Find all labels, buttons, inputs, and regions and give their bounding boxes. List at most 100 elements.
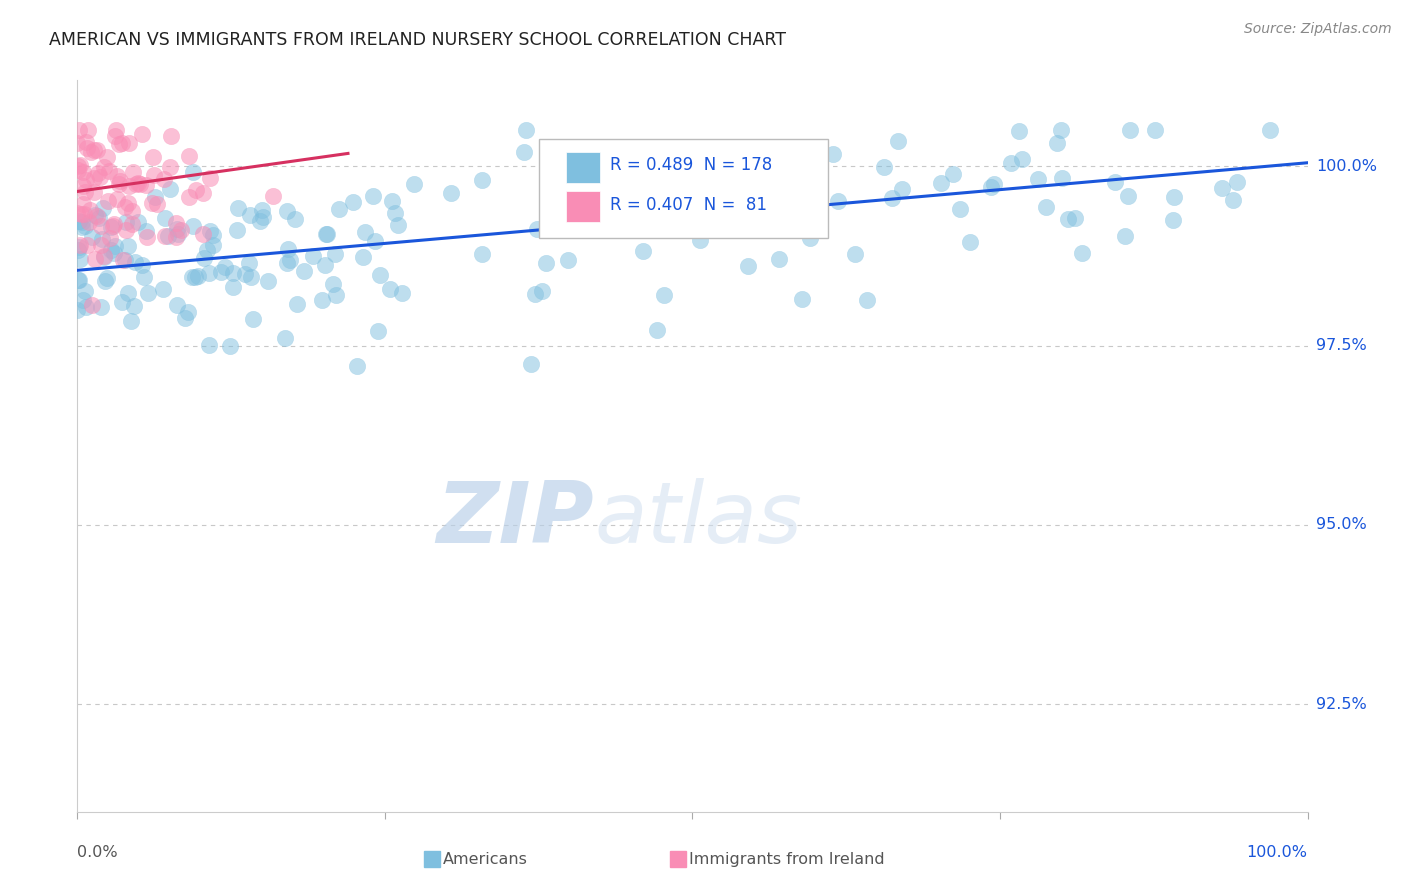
Text: R = 0.489  N = 178: R = 0.489 N = 178 xyxy=(610,156,772,175)
Point xyxy=(184,183,207,197)
Point xyxy=(873,161,896,175)
Point xyxy=(513,145,536,159)
Point xyxy=(165,230,187,244)
Point xyxy=(112,253,135,268)
Point xyxy=(111,294,134,309)
Point xyxy=(748,199,770,213)
Point xyxy=(530,284,553,298)
Point xyxy=(117,286,139,301)
Point xyxy=(616,199,638,213)
Point xyxy=(66,273,89,287)
Point xyxy=(959,235,981,249)
Point xyxy=(354,226,377,240)
Point xyxy=(193,252,215,266)
Point xyxy=(93,250,115,264)
Point xyxy=(364,235,387,249)
Point xyxy=(100,243,122,257)
Point xyxy=(83,170,105,185)
Point xyxy=(929,176,952,190)
Point xyxy=(69,158,91,172)
Point xyxy=(209,265,232,279)
Point xyxy=(76,238,98,252)
Point xyxy=(138,286,160,301)
Point xyxy=(103,239,125,253)
Point xyxy=(127,214,149,228)
Text: atlas: atlas xyxy=(595,477,801,561)
Point xyxy=(983,177,1005,191)
Point xyxy=(105,169,128,183)
Point xyxy=(84,208,107,222)
Point xyxy=(83,185,105,199)
Point xyxy=(135,224,157,238)
Point xyxy=(72,196,94,211)
Point xyxy=(302,249,325,263)
Point xyxy=(87,166,110,180)
Point xyxy=(169,223,191,237)
Point xyxy=(90,238,112,252)
Point xyxy=(292,263,315,277)
Point xyxy=(1225,175,1247,189)
Point xyxy=(278,253,301,268)
Point xyxy=(652,287,675,301)
Point xyxy=(66,206,89,220)
Point xyxy=(285,297,308,311)
Point xyxy=(378,282,401,296)
Point xyxy=(557,252,579,267)
Point xyxy=(524,286,547,301)
Point xyxy=(1000,156,1022,170)
Point xyxy=(198,266,221,280)
Point xyxy=(387,218,409,232)
Point xyxy=(120,314,142,328)
Point xyxy=(544,194,567,209)
Point xyxy=(145,197,167,211)
Point xyxy=(198,170,221,185)
Point xyxy=(262,189,284,203)
Point xyxy=(440,186,463,201)
Point xyxy=(131,127,153,141)
Bar xyxy=(565,153,600,183)
Point xyxy=(76,136,98,150)
Point xyxy=(1116,188,1139,202)
Point xyxy=(69,207,91,221)
Point xyxy=(91,202,114,216)
Point xyxy=(152,282,174,296)
Point xyxy=(855,293,877,307)
Point xyxy=(1114,228,1136,243)
Point xyxy=(198,337,221,351)
Text: 100.0%: 100.0% xyxy=(1247,845,1308,860)
Point xyxy=(135,178,157,193)
Point xyxy=(76,141,98,155)
Point xyxy=(118,136,141,151)
Point xyxy=(159,129,181,144)
Point xyxy=(219,338,242,352)
Point xyxy=(153,171,176,186)
Point xyxy=(121,217,143,231)
Point xyxy=(276,204,298,219)
Point xyxy=(93,249,115,263)
Point xyxy=(86,143,108,157)
Point xyxy=(108,174,131,188)
Point xyxy=(256,273,278,287)
Point xyxy=(86,209,108,223)
Point xyxy=(195,243,218,257)
Point xyxy=(827,194,849,208)
Point xyxy=(794,217,817,231)
Point xyxy=(87,211,110,225)
Point xyxy=(202,228,225,243)
Point xyxy=(228,201,250,215)
Point xyxy=(69,238,91,252)
Point xyxy=(66,136,89,151)
Point xyxy=(79,145,101,159)
Point xyxy=(177,304,200,318)
Point xyxy=(166,222,188,236)
Point xyxy=(737,259,759,273)
Point xyxy=(314,258,336,272)
Text: 100.0%: 100.0% xyxy=(1316,159,1376,174)
Text: 95.0%: 95.0% xyxy=(1316,517,1367,533)
Point xyxy=(325,247,347,261)
Point xyxy=(82,230,104,244)
Point xyxy=(174,310,197,325)
Point xyxy=(367,324,389,338)
Point xyxy=(184,270,207,285)
Point xyxy=(778,202,800,217)
